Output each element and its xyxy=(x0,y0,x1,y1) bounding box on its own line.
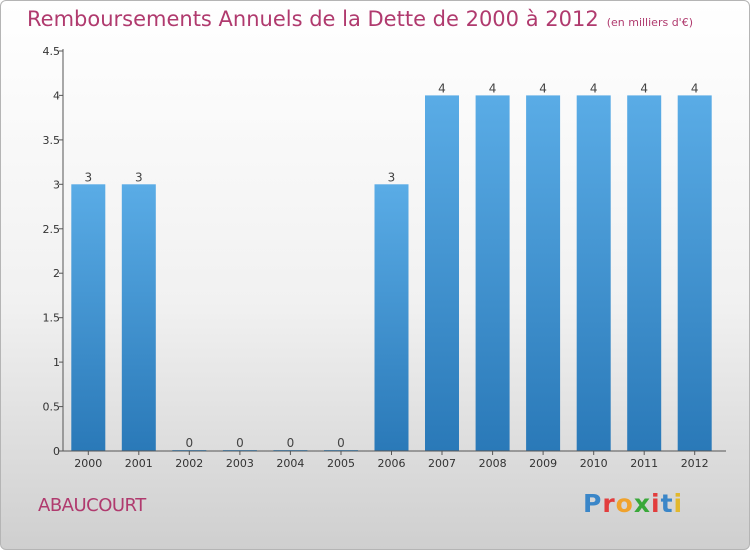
bar-2006 xyxy=(374,184,409,452)
x-tick-label-2012: 2012 xyxy=(681,457,709,470)
x-tick-label-2003: 2003 xyxy=(226,457,254,470)
data-label-2009: 4 xyxy=(539,81,547,95)
x-tick-label-2007: 2007 xyxy=(428,457,456,470)
x-tick-label-2010: 2010 xyxy=(580,457,608,470)
y-tick-label-3: 3 xyxy=(53,178,60,191)
bar-2009 xyxy=(526,95,561,452)
x-tick-label-2005: 2005 xyxy=(327,457,355,470)
data-label-2004: 0 xyxy=(287,436,295,450)
bar-group: 3 3 0 0 0 0 3 4 4 4 4 4 4 xyxy=(71,81,712,452)
y-tick-label-3.5: 3.5 xyxy=(43,134,61,147)
data-label-2007: 4 xyxy=(438,81,446,95)
axes: 2000 2001 2002 2003 2004 2005 2006 2007 2008 2009… xyxy=(43,45,726,470)
data-label-2005: 0 xyxy=(337,436,345,450)
y-tick-label-2: 2 xyxy=(53,267,60,280)
logo-letter: t xyxy=(660,489,674,518)
logo-letter: P xyxy=(583,489,603,518)
chart-unit: (en milliers d'€) xyxy=(606,16,693,29)
x-tick-label-2002: 2002 xyxy=(175,457,203,470)
y-tick-label-0: 0 xyxy=(53,445,60,458)
logo-letter: i xyxy=(651,489,661,518)
bar-2012 xyxy=(677,95,712,452)
bar-2001 xyxy=(121,184,156,452)
y-tick-label-0.5: 0.5 xyxy=(43,401,61,414)
y-tick-label-4.5: 4.5 xyxy=(43,45,61,58)
data-label-2001: 3 xyxy=(135,170,143,184)
bar-2010 xyxy=(576,95,611,452)
y-tick-label-2.5: 2.5 xyxy=(43,223,61,236)
x-tick-label-2011: 2011 xyxy=(630,457,658,470)
data-label-2006: 3 xyxy=(388,170,396,184)
bar-2011 xyxy=(627,95,662,452)
x-tick-label-2006: 2006 xyxy=(378,457,406,470)
data-label-2000: 3 xyxy=(84,170,92,184)
x-tick-label-2004: 2004 xyxy=(276,457,304,470)
logo-letter: o xyxy=(615,489,634,518)
y-tick-label-1.5: 1.5 xyxy=(43,312,61,325)
bar-2008 xyxy=(475,95,510,452)
chart-title-text: Remboursements Annuels de la Dette de 20… xyxy=(27,7,599,31)
data-label-2008: 4 xyxy=(489,81,497,95)
y-tick-label-4: 4 xyxy=(53,89,60,102)
x-tick-label-2009: 2009 xyxy=(529,457,557,470)
logo-letter: i xyxy=(673,489,684,518)
proxiti-logo: Proxiti xyxy=(583,489,683,518)
data-label-2011: 4 xyxy=(640,81,648,95)
y-tick-label-1: 1 xyxy=(53,356,60,369)
bar-2007 xyxy=(425,95,459,452)
data-label-2003: 0 xyxy=(236,436,244,450)
chart-title: Remboursements Annuels de la Dette de 20… xyxy=(27,7,693,31)
commune-name: ABAUCOURT xyxy=(38,495,146,516)
logo-letter: x xyxy=(633,489,651,518)
data-label-2010: 4 xyxy=(590,81,598,95)
data-label-2012: 4 xyxy=(691,81,699,95)
x-tick-label-2000: 2000 xyxy=(74,457,102,470)
x-tick-label-2008: 2008 xyxy=(479,457,507,470)
logo-letter: r xyxy=(602,489,616,518)
data-label-2002: 0 xyxy=(185,436,193,450)
bar-2000 xyxy=(71,184,106,452)
x-tick-label-2001: 2001 xyxy=(125,457,153,470)
